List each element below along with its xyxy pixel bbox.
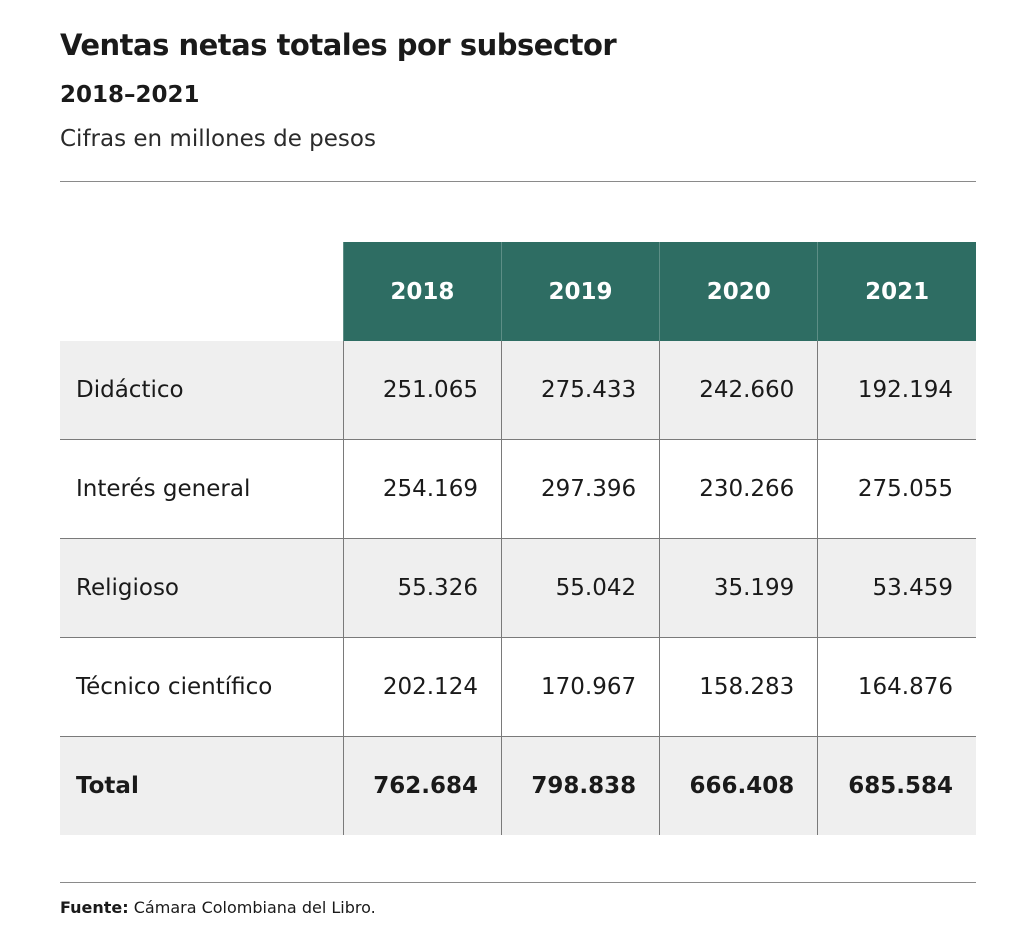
data-cell: 55.326 (342, 538, 502, 638)
sales-table: 2018 2019 2020 2021 Didáctico 251.065 27… (60, 242, 976, 835)
data-cell: 164.876 (817, 637, 976, 737)
data-cell: 254.169 (342, 439, 502, 539)
data-cell: 297.396 (500, 439, 660, 539)
data-cell: 275.433 (500, 341, 660, 440)
data-cell: 192.194 (817, 341, 976, 440)
row-label: Didáctico (60, 341, 344, 440)
bottom-divider (60, 882, 976, 883)
table-row: Interés general 254.169 297.396 230.266 … (60, 439, 976, 539)
data-cell: 170.967 (500, 637, 660, 737)
data-cell: 55.042 (500, 538, 660, 638)
top-divider (60, 181, 976, 182)
data-cell: 158.283 (659, 637, 818, 737)
total-cell: 762.684 (342, 736, 502, 835)
row-label: Religioso (60, 538, 344, 638)
data-cell: 251.065 (342, 341, 502, 440)
source-label: Fuente: (60, 898, 129, 917)
data-cell: 202.124 (342, 637, 502, 737)
table-row: Didáctico 251.065 275.433 242.660 192.19… (60, 341, 976, 440)
column-header: 2020 (659, 242, 818, 341)
chart-title: Ventas netas totales por subsector (60, 28, 617, 62)
table-row: Religioso 55.326 55.042 35.199 53.459 (60, 538, 976, 638)
data-cell: 35.199 (659, 538, 818, 638)
column-header: 2021 (817, 242, 976, 341)
column-header: 2018 (342, 242, 502, 341)
header-corner (60, 242, 344, 341)
total-cell: 685.584 (817, 736, 976, 835)
row-label: Técnico científico (60, 637, 344, 737)
total-cell: 798.838 (500, 736, 660, 835)
data-cell: 275.055 (817, 439, 976, 539)
total-label: Total (60, 736, 344, 835)
data-cell: 53.459 (817, 538, 976, 638)
chart-subtitle: 2018–2021 (60, 82, 200, 108)
table-row: Técnico científico 202.124 170.967 158.2… (60, 637, 976, 737)
data-cell: 230.266 (659, 439, 818, 539)
units-note: Cifras en millones de pesos (60, 126, 376, 152)
row-label: Interés general (60, 439, 344, 539)
total-row: Total 762.684 798.838 666.408 685.584 (60, 736, 976, 835)
source-note: Fuente: Cámara Colombiana del Libro. (60, 898, 376, 917)
total-cell: 666.408 (659, 736, 818, 835)
header-row: 2018 2019 2020 2021 (60, 242, 976, 341)
source-text: Cámara Colombiana del Libro. (128, 898, 376, 917)
column-header: 2019 (500, 242, 660, 341)
data-cell: 242.660 (659, 341, 818, 440)
